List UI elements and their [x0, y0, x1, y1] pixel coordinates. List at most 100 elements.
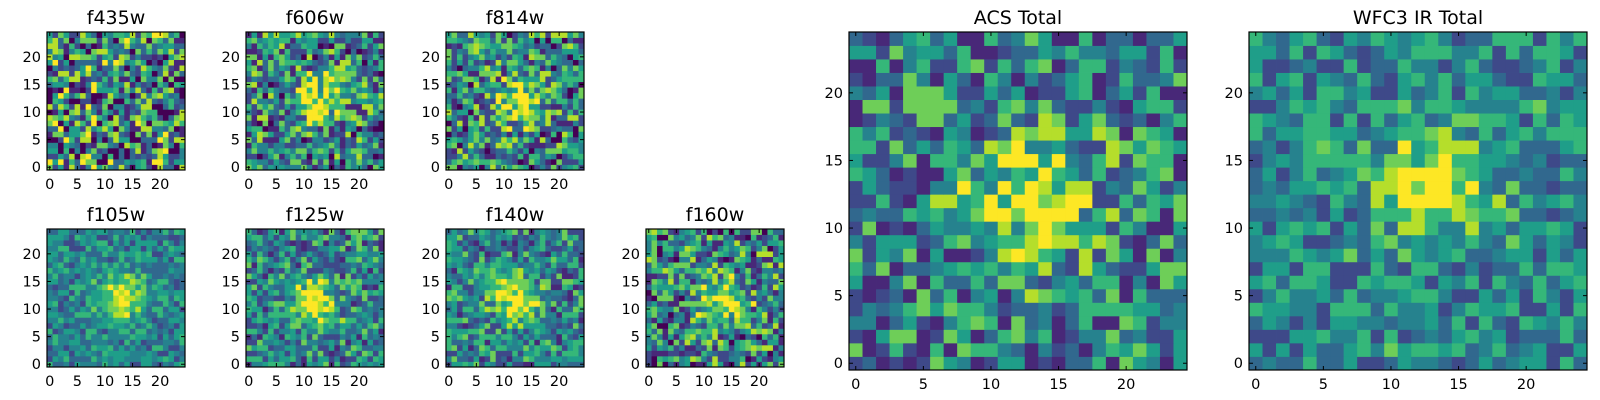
heatmap-cell [451, 245, 458, 252]
heatmap-cell [1038, 261, 1053, 276]
heatmap-cell [367, 125, 374, 132]
heatmap-cell [251, 284, 258, 291]
heatmap-cell [545, 322, 552, 329]
heatmap-cell [334, 70, 341, 77]
heatmap-cell [567, 59, 574, 66]
heatmap-cell [539, 153, 546, 160]
heatmap-cell [772, 245, 779, 252]
heatmap-cell [102, 344, 109, 351]
heatmap-cell [479, 81, 486, 88]
heatmap-cell [146, 70, 153, 77]
heatmap-cell [301, 103, 308, 110]
heatmap-cell [361, 59, 368, 66]
heatmap-cell [512, 245, 519, 252]
heatmap-cell [561, 229, 568, 235]
heatmap-cell [107, 256, 114, 263]
heatmap-cell [567, 245, 574, 252]
heatmap-cell [930, 153, 945, 168]
heatmap-cell [457, 289, 463, 296]
heatmap-cell [257, 234, 263, 241]
heatmap-cell [179, 284, 186, 291]
heatmap-cell [118, 355, 125, 362]
heatmap-cell [162, 240, 169, 246]
heatmap-cell [135, 164, 142, 171]
heatmap-cell [91, 295, 98, 302]
heatmap-cell [1065, 356, 1080, 371]
heatmap-cell [556, 350, 563, 357]
heatmap-cell [943, 248, 958, 263]
heatmap-cell [140, 295, 147, 302]
heatmap-cell [451, 350, 458, 357]
heatmap-cell [756, 278, 763, 285]
heatmap-cell [561, 136, 568, 143]
heatmap-cell [462, 59, 469, 66]
heatmap-cell [679, 344, 686, 351]
heatmap-cell [295, 278, 302, 285]
heatmap-cell [1173, 288, 1188, 303]
heatmap-cell [495, 142, 502, 149]
heatmap-cell [251, 229, 258, 235]
heatmap-cell [151, 32, 158, 38]
heatmap-cell [135, 76, 142, 83]
heatmap-cell [378, 300, 385, 307]
heatmap-cell [534, 153, 541, 160]
heatmap-cell [350, 120, 357, 127]
heatmap-cell [451, 59, 458, 66]
heatmap-cell [47, 92, 53, 99]
heatmap-cell [323, 164, 330, 171]
heatmap-cell [146, 114, 153, 121]
heatmap-cell [930, 261, 945, 276]
heatmap-cell [479, 234, 486, 241]
heatmap-cell [578, 322, 585, 329]
heatmap-cell [129, 344, 136, 351]
heatmap-cell [129, 142, 136, 149]
heatmap-cell [168, 245, 175, 252]
heatmap-cell [1092, 315, 1107, 330]
heatmap-cell [706, 344, 713, 351]
heatmap-cell [468, 295, 474, 302]
heatmap-cell [168, 131, 175, 138]
heatmap-cell [102, 256, 109, 263]
heatmap-cell [107, 350, 114, 357]
heatmap-cell [339, 131, 346, 138]
heatmap-cell [534, 70, 541, 77]
y-tick-label: 20 [222, 247, 240, 263]
heatmap-cell [550, 76, 557, 83]
heatmap-cell [168, 147, 175, 154]
heatmap-cell [350, 142, 357, 149]
heatmap-cell [113, 76, 120, 83]
heatmap-cell [1092, 180, 1107, 195]
heatmap-cell [657, 289, 663, 296]
heatmap-cell [140, 289, 147, 296]
heatmap-cell [1132, 194, 1147, 209]
heatmap-cell [246, 295, 252, 302]
heatmap-cell [451, 98, 458, 105]
heatmap-cell [473, 65, 480, 72]
heatmap-cell [534, 65, 541, 72]
heatmap-cell [146, 158, 153, 165]
heatmap-cell [339, 153, 346, 160]
heatmap-cell [490, 147, 497, 154]
heatmap-cell [479, 70, 486, 77]
heatmap-cell [367, 65, 374, 72]
heatmap-cell [140, 92, 147, 99]
heatmap-cell [997, 153, 1012, 168]
heatmap-cell [345, 32, 352, 38]
heatmap-cell [479, 131, 486, 138]
heatmap-cell [1051, 234, 1066, 249]
heatmap-cell [984, 261, 999, 276]
heatmap-cell [1024, 221, 1039, 236]
heatmap-cell [345, 278, 352, 285]
heatmap-cell [523, 339, 530, 346]
heatmap-cell [96, 300, 103, 307]
heatmap-cell [129, 114, 136, 121]
heatmap-cell [317, 131, 324, 138]
heatmap-cell [651, 317, 658, 324]
heatmap-cell [118, 229, 125, 235]
heatmap-cell [473, 267, 480, 274]
heatmap-cell [118, 136, 125, 143]
heatmap-cell [495, 98, 502, 105]
heatmap-cell [312, 295, 319, 302]
heatmap-cell [350, 43, 357, 49]
heatmap-cell [523, 109, 530, 116]
